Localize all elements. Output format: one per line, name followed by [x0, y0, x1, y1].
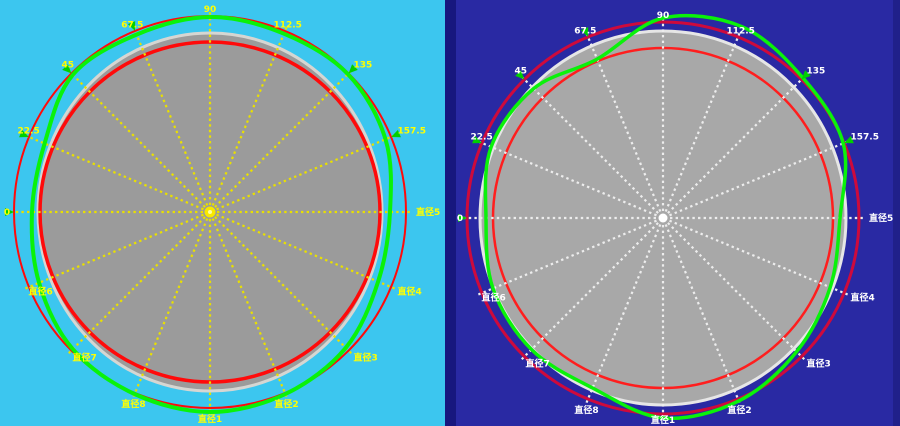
spoke-line: [211, 218, 289, 400]
center-dot-core: [208, 210, 212, 214]
angle-label-90: 90: [657, 11, 670, 21]
diameter-label-8: 直径8: [121, 398, 145, 410]
diameter-label-6: 直径6: [482, 292, 506, 304]
peak-marker: [801, 70, 811, 80]
peak-marker: [127, 21, 136, 31]
peak-marker: [348, 64, 358, 74]
diameter-label-7: 直径7: [526, 358, 550, 370]
spoke-line: [584, 224, 662, 406]
diameter-label-5: 直径5: [416, 206, 440, 218]
peak-marker: [5, 208, 14, 216]
angle-label-135: 135: [354, 61, 373, 71]
spoke-line: [216, 213, 398, 291]
spoke-line: [66, 216, 206, 356]
labels: 90 67.5 112.5 45 135 22.5 157.5 0 直径1 直径2 直径3 直径4 直径…: [4, 5, 440, 425]
spoke-line: [131, 218, 209, 400]
spoke-line: [216, 133, 398, 211]
spoke-line: [214, 68, 354, 208]
spoke-line: [669, 139, 851, 217]
angle-label-22.5: 22.5: [18, 126, 40, 136]
diameter-label-3: 直径3: [354, 352, 378, 364]
angle-label-157.5: 157.5: [398, 126, 426, 136]
diameter-label-1: 直径1: [651, 414, 675, 426]
spoke-line: [664, 224, 742, 406]
angle-label-45: 45: [62, 61, 75, 71]
peak-marker: [458, 214, 467, 222]
angle-label-112.5: 112.5: [726, 27, 754, 37]
spoke-line: [22, 213, 204, 291]
spoke-line: [584, 30, 662, 212]
spoke-line: [669, 219, 851, 297]
diameter-label-2: 直径2: [727, 404, 751, 416]
center-dot-core: [661, 216, 665, 220]
diameter-label-8: 直径8: [574, 404, 598, 416]
spoke-line: [131, 24, 209, 206]
diameter-label-4: 直径4: [398, 286, 422, 298]
peak-marker: [472, 135, 482, 144]
spoke-line: [664, 30, 742, 212]
angle-label-112.5: 112.5: [273, 21, 301, 31]
peak-marker: [391, 129, 401, 138]
panel-edge-strip: [893, 0, 900, 426]
angle-label-0: 0: [4, 208, 10, 218]
spokes: [8, 10, 412, 414]
spoke-line: [667, 74, 807, 214]
angle-label-90: 90: [204, 5, 217, 15]
peak-marker: [580, 27, 589, 37]
spoke-line: [22, 133, 204, 211]
panel-edge-strip: [445, 0, 456, 426]
angle-label-67.5: 67.5: [574, 27, 596, 37]
peak-marker: [62, 64, 72, 74]
diameter-label-4: 直径4: [851, 292, 875, 304]
spoke-line: [519, 222, 659, 362]
peak-marker: [19, 129, 29, 138]
polar-roundness-chart-left: 90 67.5 112.5 45 135 22.5 157.5 0 直径1 直径2 直径3 直径4 直径…: [0, 0, 445, 426]
peak-markers: [458, 27, 854, 222]
roundness-trace: [29, 14, 393, 414]
spoke-line: [214, 216, 354, 356]
angle-label-0: 0: [457, 214, 463, 224]
spokes: [461, 16, 865, 420]
diameter-label-6: 直径6: [29, 286, 53, 298]
polar-roundness-chart-right: 90 67.5 112.5 45 135 22.5 157.5 0 直径1 直径2 直径3 直径4 直径…: [445, 0, 900, 426]
part-disk-rim: [36, 31, 384, 393]
diameter-label-3: 直径3: [807, 358, 831, 370]
angle-label-67.5: 67.5: [121, 21, 143, 31]
roundness-trace: [483, 13, 848, 421]
labels: 90 67.5 112.5 45 135 22.5 157.5 0 直径1 直径2 直径3 直径4 直径…: [457, 11, 893, 426]
diameter-label-5: 直径5: [869, 212, 893, 224]
peak-marker: [844, 135, 854, 144]
angle-label-135: 135: [807, 67, 826, 77]
spoke-line: [475, 219, 657, 297]
angle-label-157.5: 157.5: [851, 132, 879, 142]
spoke-line: [519, 74, 659, 214]
diameter-label-1: 直径1: [198, 413, 222, 425]
spoke-line: [66, 68, 206, 208]
spoke-line: [211, 24, 289, 206]
peak-marker: [515, 70, 525, 80]
spoke-line: [475, 139, 657, 217]
diameter-label-2: 直径2: [274, 398, 298, 410]
peak-markers: [5, 21, 401, 216]
angle-label-45: 45: [515, 67, 528, 77]
diameter-label-7: 直径7: [73, 352, 97, 364]
angle-label-22.5: 22.5: [471, 132, 493, 142]
spoke-line: [667, 222, 807, 362]
